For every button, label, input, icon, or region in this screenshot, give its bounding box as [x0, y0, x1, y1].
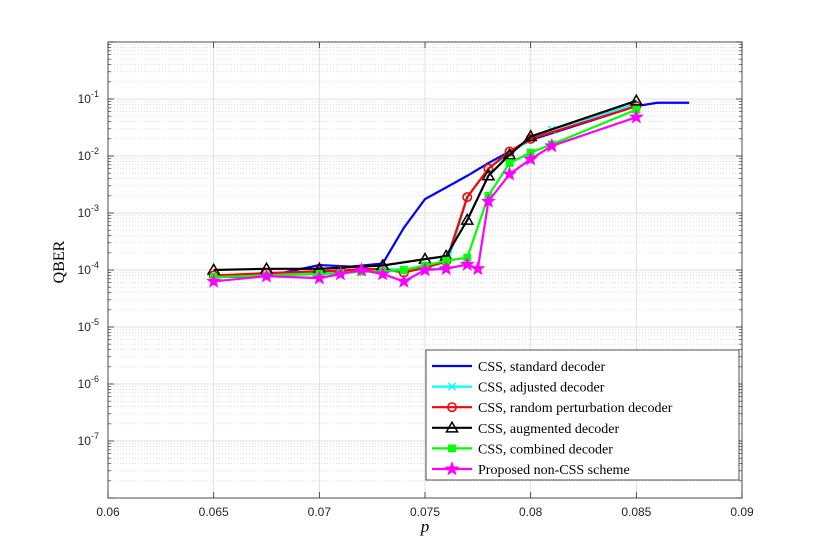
x-tick-label: 0.08 — [519, 505, 543, 519]
legend-label: CSS, augmented decoder — [478, 422, 619, 437]
data-point — [523, 151, 539, 166]
legend-entry: CSS, random perturbation decoder — [432, 401, 673, 416]
y-tick-label: 10-6 — [78, 374, 99, 391]
y-axis-label: QBER — [51, 240, 68, 283]
ticks — [107, 41, 743, 499]
x-tick-labels: 0.06 0.065 0.07 0.075 0.08 0.085 0.09 — [96, 505, 754, 519]
data-point — [375, 266, 391, 281]
marker-stroke — [447, 382, 457, 391]
data-point — [483, 163, 494, 174]
series-3 — [206, 93, 644, 275]
legend-entry: CSS, adjusted decoder — [432, 381, 605, 396]
series-line — [213, 99, 637, 272]
data-point — [332, 266, 348, 281]
y-tick-label: 10-2 — [78, 146, 99, 163]
data-point — [417, 262, 433, 277]
legend-entry: CSS, standard decoder — [432, 360, 605, 375]
data-point — [399, 266, 408, 274]
x-tick-label: 0.085 — [621, 505, 651, 519]
data-point — [259, 268, 274, 283]
data-point — [311, 270, 327, 285]
legend-marker — [447, 382, 457, 391]
y-tick-labels: 10-7 10-6 10-5 10-4 10-3 10-2 10-1 — [78, 89, 99, 448]
y-tick-label: 10-7 — [78, 431, 99, 448]
data-point — [628, 109, 644, 124]
data-point — [480, 193, 496, 208]
data-point — [481, 168, 496, 181]
legend-marker — [448, 444, 456, 453]
y-tick-label: 10-4 — [78, 260, 99, 277]
data-point — [502, 147, 517, 160]
legend: CSS, standard decoder CSS, adjusted decod… — [425, 349, 740, 481]
legend-marker — [445, 420, 459, 433]
y-tick-label: 10-5 — [78, 317, 99, 334]
y-tick-label: 10-1 — [78, 89, 99, 106]
data-point — [462, 192, 473, 203]
data-point — [470, 260, 486, 276]
series-layer — [206, 93, 690, 288]
legend-marker — [446, 402, 457, 413]
x-tick-label: 0.09 — [730, 505, 754, 519]
legend-entry: Proposed non-CSS scheme — [432, 461, 630, 478]
legend-marker — [444, 461, 460, 476]
legend-label: CSS, standard decoder — [478, 360, 605, 375]
legend-entry: CSS, combined decoder — [432, 442, 613, 457]
series-line — [213, 116, 637, 283]
x-tick-label: 0.065 — [199, 505, 229, 519]
x-tick-label: 0.075 — [410, 505, 440, 519]
data-point — [505, 159, 514, 168]
x-tick-label: 0.07 — [308, 505, 332, 519]
x-tick-label: 0.06 — [96, 505, 120, 519]
data-point — [460, 213, 475, 225]
legend-label: CSS, random perturbation decoder — [478, 401, 673, 416]
legend-entry: CSS, augmented decoder — [432, 420, 619, 437]
data-point — [629, 93, 644, 106]
data-point — [459, 256, 475, 271]
legend-label: CSS, combined decoder — [478, 442, 613, 457]
legend-label: Proposed non-CSS scheme — [478, 463, 630, 478]
data-point — [544, 138, 560, 153]
data-point — [502, 166, 518, 181]
legend-label: CSS, adjusted decoder — [478, 381, 605, 396]
data-point — [354, 262, 370, 277]
series-5 — [206, 109, 644, 288]
data-point — [396, 273, 412, 288]
legend-box — [425, 349, 740, 481]
data-point — [523, 129, 538, 142]
y-tick-label: 10-3 — [78, 203, 99, 220]
x-axis-label: p — [420, 517, 430, 536]
data-point — [438, 260, 454, 276]
data-point — [206, 273, 222, 288]
